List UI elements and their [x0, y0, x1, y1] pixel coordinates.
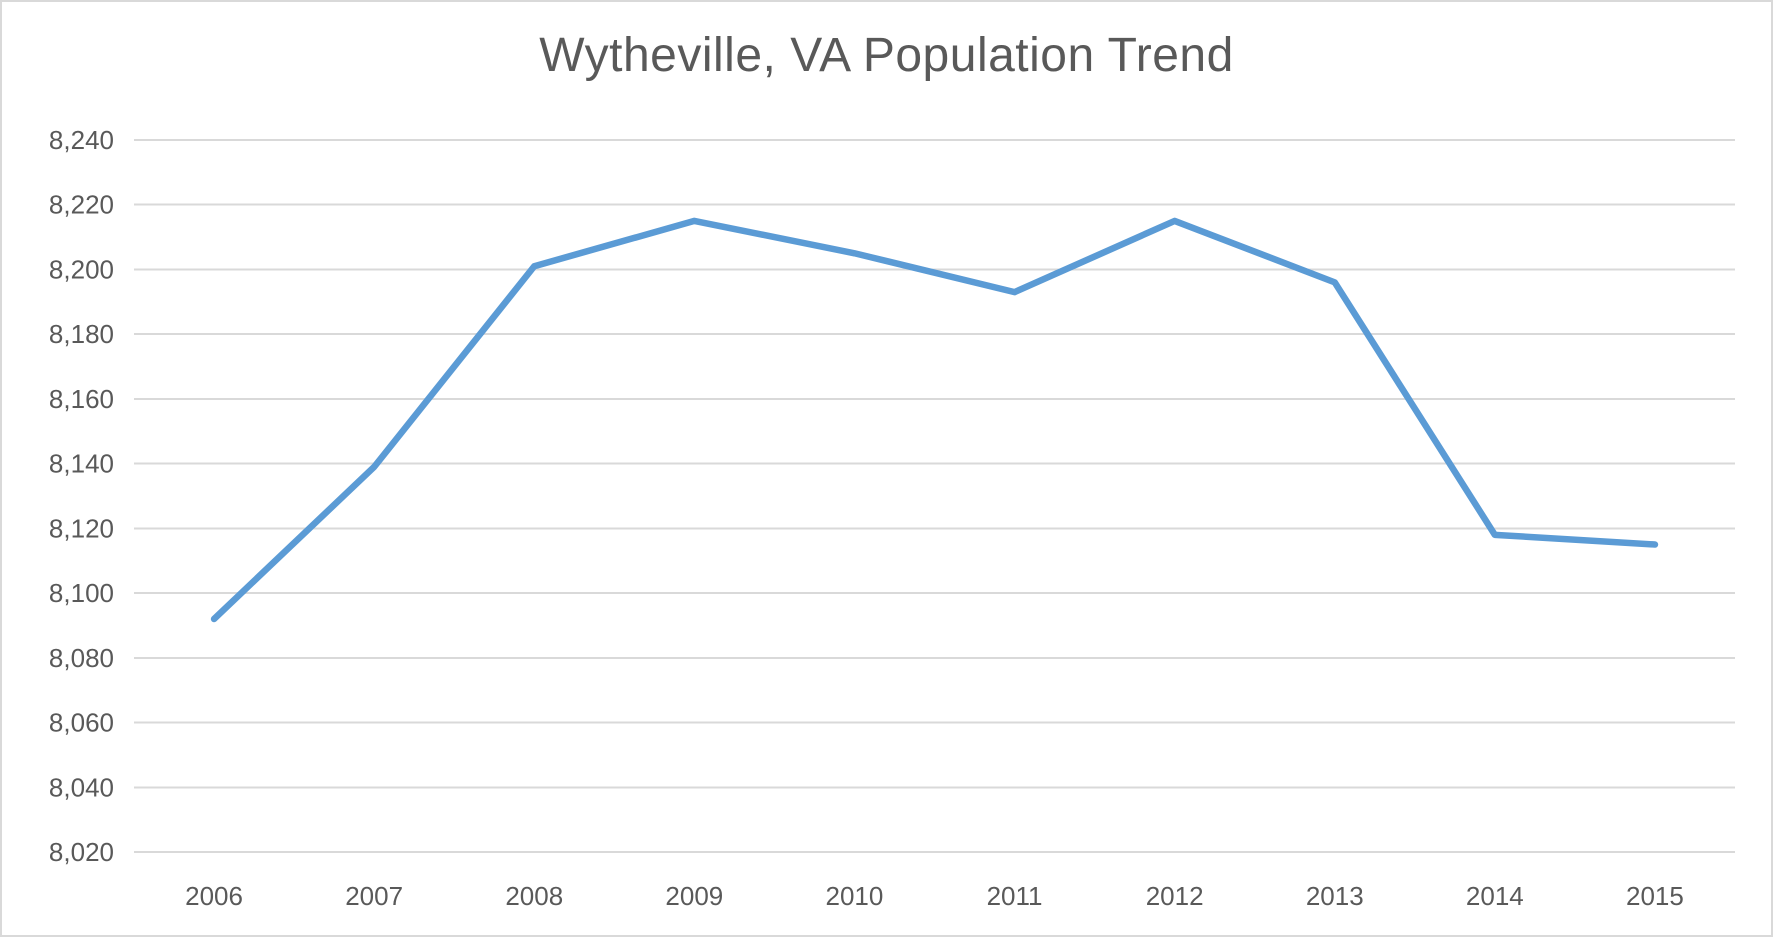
y-axis-tick-label: 8,160 — [49, 384, 114, 414]
x-axis-tick-label: 2015 — [1626, 881, 1684, 911]
x-axis-tick-label: 2013 — [1306, 881, 1364, 911]
y-axis-tick-label: 8,020 — [49, 837, 114, 867]
y-axis-tick-label: 8,140 — [49, 449, 114, 479]
x-axis-tick-label: 2008 — [505, 881, 563, 911]
x-axis-tick-label: 2007 — [345, 881, 403, 911]
y-axis-tick-label: 8,080 — [49, 643, 114, 673]
y-axis-tick-label: 8,060 — [49, 708, 114, 738]
y-axis-tick-label: 8,220 — [49, 190, 114, 220]
x-axis-tick-label: 2014 — [1466, 881, 1524, 911]
x-axis-tick-label: 2006 — [185, 881, 243, 911]
y-axis-tick-label: 8,120 — [49, 513, 114, 543]
y-axis-tick-label: 8,100 — [49, 578, 114, 608]
chart-title: Wytheville, VA Population Trend — [539, 29, 1234, 82]
x-axis-tick-label: 2009 — [665, 881, 723, 911]
x-axis-tick-label: 2010 — [826, 881, 884, 911]
y-axis-tick-label: 8,200 — [49, 254, 114, 284]
population-trend-line — [210, 217, 1659, 623]
y-axis-tick-label: 8,040 — [49, 772, 114, 802]
x-axis-tick-label: 2011 — [987, 881, 1043, 911]
x-axis-tick-label: 2012 — [1146, 881, 1204, 911]
y-axis-tick-label: 8,240 — [49, 125, 114, 155]
y-axis-tick-label: 8,180 — [49, 319, 114, 349]
